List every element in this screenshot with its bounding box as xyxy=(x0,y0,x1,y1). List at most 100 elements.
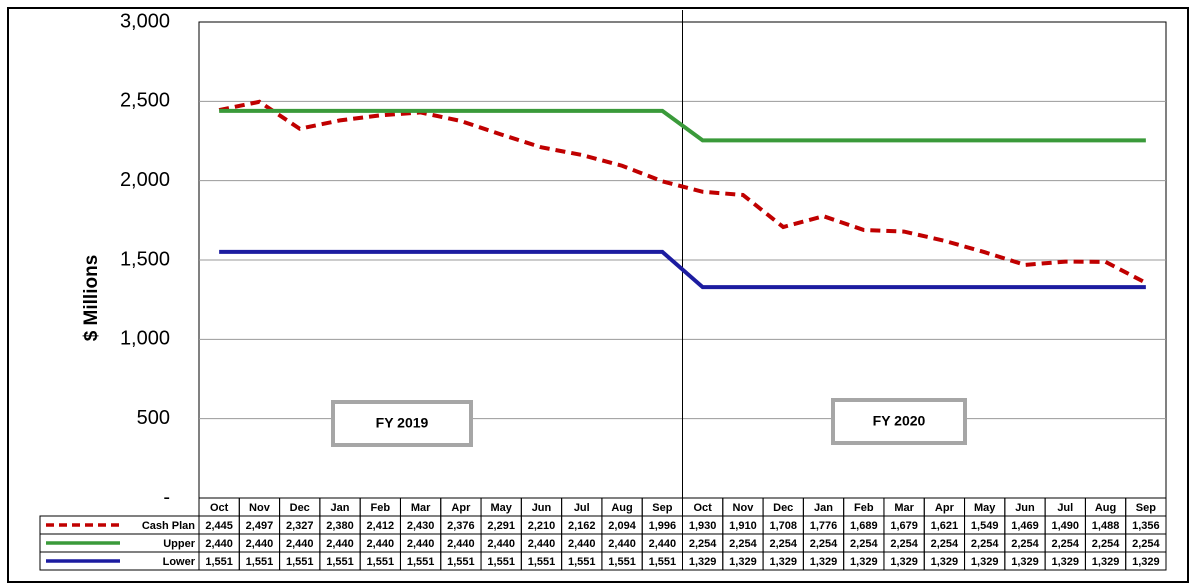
data-label: 1,329 xyxy=(729,556,757,568)
data-label: 2,254 xyxy=(729,538,757,550)
data-label: 2,254 xyxy=(769,538,797,550)
x-tick-label: Jul xyxy=(574,502,590,514)
data-label: 2,440 xyxy=(326,538,354,550)
x-tick-label: Jan xyxy=(814,502,833,514)
data-label: 1,551 xyxy=(568,556,596,568)
x-tick-label: Oct xyxy=(693,502,712,514)
legend-label: Cash Plan xyxy=(142,520,195,532)
data-label: 1,996 xyxy=(649,520,677,532)
data-label: 2,254 xyxy=(850,538,878,550)
data-label: 2,440 xyxy=(407,538,435,550)
data-label: 1,549 xyxy=(971,520,999,532)
data-label: 2,440 xyxy=(568,538,596,550)
data-label: 1,329 xyxy=(1011,556,1039,568)
data-label: 2,497 xyxy=(246,520,274,532)
y-tick-label: 500 xyxy=(137,407,170,429)
data-label: 1,551 xyxy=(447,556,475,568)
data-label: 1,910 xyxy=(729,520,757,532)
data-label: 2,412 xyxy=(367,520,395,532)
annotation-box xyxy=(331,400,473,447)
data-label: 2,440 xyxy=(205,538,233,550)
data-label: 2,440 xyxy=(487,538,515,550)
data-label: 1,329 xyxy=(1052,556,1080,568)
y-tick-label: 1,000 xyxy=(120,328,170,350)
x-tick-label: Sep xyxy=(652,502,672,514)
data-label: 2,254 xyxy=(931,538,959,550)
data-label: 1,329 xyxy=(971,556,999,568)
data-label: 2,162 xyxy=(568,520,596,532)
x-tick-label: Jun xyxy=(532,502,552,514)
series-line xyxy=(219,108,1146,143)
data-label: 2,440 xyxy=(447,538,475,550)
annotation: FY 2020 xyxy=(873,413,926,429)
legend-label: Lower xyxy=(163,556,196,568)
data-label: 1,551 xyxy=(487,556,515,568)
data-label: 2,440 xyxy=(649,538,677,550)
data-label: 2,254 xyxy=(1052,538,1080,550)
data-label: 1,551 xyxy=(649,556,677,568)
x-tick-label: Dec xyxy=(290,502,310,514)
data-label: 1,679 xyxy=(890,520,918,532)
data-label: 2,440 xyxy=(246,538,274,550)
data-label: 2,254 xyxy=(1132,538,1160,550)
data-label: 1,329 xyxy=(689,556,717,568)
x-tick-label: Nov xyxy=(733,502,755,514)
data-label: 2,440 xyxy=(528,538,556,550)
x-tick-label: Feb xyxy=(854,502,874,514)
data-label: 2,254 xyxy=(890,538,918,550)
data-label: 2,380 xyxy=(326,520,354,532)
data-label: 1,329 xyxy=(1092,556,1120,568)
y-tick-label: 1,500 xyxy=(120,248,170,270)
frame xyxy=(7,7,1189,583)
data-label: 1,776 xyxy=(810,520,838,532)
data-label: 2,210 xyxy=(528,520,556,532)
y-tick-label: 2,500 xyxy=(120,90,170,112)
data-label: 1,329 xyxy=(931,556,959,568)
data-label: 1,551 xyxy=(326,556,354,568)
data-label: 1,329 xyxy=(1132,556,1160,568)
data-label: 2,376 xyxy=(447,520,475,532)
data-label: 1,490 xyxy=(1052,520,1080,532)
data-label: 1,329 xyxy=(810,556,838,568)
x-tick-label: Dec xyxy=(773,502,793,514)
data-label: 1,930 xyxy=(689,520,717,532)
x-tick-label: May xyxy=(974,502,996,514)
annotation: FY 2019 xyxy=(376,415,429,431)
data-label: 2,254 xyxy=(810,538,838,550)
x-tick-label: Aug xyxy=(1095,502,1116,514)
data-label: 1,689 xyxy=(850,520,878,532)
x-tick-label: Oct xyxy=(210,502,229,514)
x-tick-label: Mar xyxy=(894,502,914,514)
x-tick-label: Apr xyxy=(451,502,471,514)
data-label: 1,551 xyxy=(608,556,636,568)
data-label: 1,329 xyxy=(890,556,918,568)
x-tick-label: Sep xyxy=(1136,502,1156,514)
series-line xyxy=(218,99,1147,285)
legend-column xyxy=(39,515,200,571)
y-tick-label: 3,000 xyxy=(120,10,170,32)
series-line xyxy=(219,249,1146,290)
legend-label: Upper xyxy=(163,538,196,550)
data-label: 1,329 xyxy=(850,556,878,568)
data-label: 1,488 xyxy=(1092,520,1120,532)
x-tick-label: May xyxy=(490,502,512,514)
data-label: 1,551 xyxy=(246,556,274,568)
x-tick-label: Mar xyxy=(411,502,431,514)
data-label: 1,329 xyxy=(769,556,797,568)
x-tick-label: Jul xyxy=(1057,502,1073,514)
data-label: 1,551 xyxy=(367,556,395,568)
annotation-box xyxy=(831,398,967,445)
data-label: 2,291 xyxy=(487,520,515,532)
data-label: 1,551 xyxy=(205,556,233,568)
x-tick-label: Jun xyxy=(1015,502,1035,514)
data-label: 2,440 xyxy=(608,538,636,550)
data-label: 2,254 xyxy=(689,538,717,550)
data-label: 1,356 xyxy=(1132,520,1160,532)
x-tick-label: Apr xyxy=(935,502,955,514)
data-label: 2,254 xyxy=(1092,538,1120,550)
data-label: 1,551 xyxy=(407,556,435,568)
data-label: 2,254 xyxy=(971,538,999,550)
data-label: 1,621 xyxy=(931,520,959,532)
data-label: 2,440 xyxy=(367,538,395,550)
